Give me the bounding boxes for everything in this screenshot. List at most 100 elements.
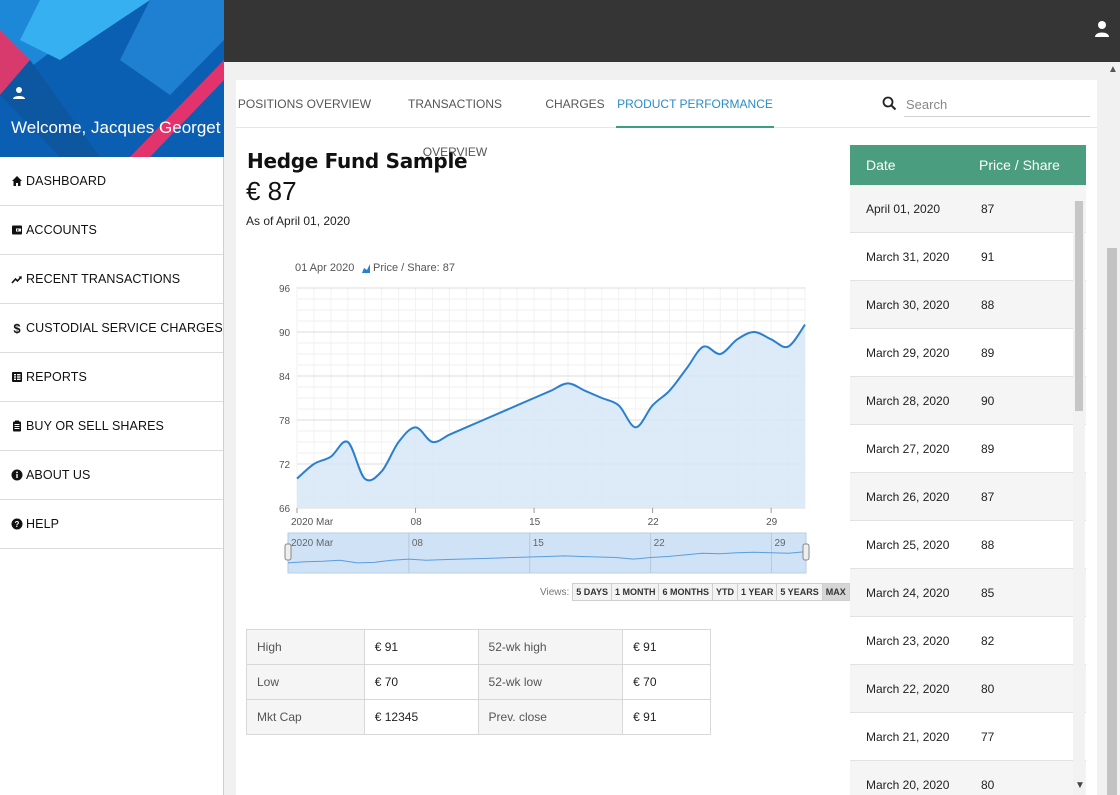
stat-label: Prev. close (477, 699, 624, 735)
view-max-button[interactable]: MAX (821, 583, 850, 601)
nav-recent-transactions[interactable]: RECENT TRANSACTIONS (0, 255, 223, 304)
column-header-price: Price / Share (979, 157, 1060, 173)
scroll-down-icon[interactable]: ▼ (1075, 780, 1085, 791)
stat-value: € 91 (622, 699, 711, 735)
table-scroll-thumb[interactable] (1075, 201, 1083, 411)
table-row: March 28, 2020 90 (850, 377, 1086, 425)
view-5-years-button[interactable]: 5 YEARS (776, 583, 823, 601)
sidebar-header: Welcome, Jacques Georget (0, 0, 224, 157)
table-scrollbar[interactable]: ▼ (1073, 201, 1085, 795)
row-price: 88 (981, 538, 995, 552)
stat-value: € 91 (363, 629, 479, 665)
x-tick-label: 15 (529, 517, 541, 528)
row-date: March 20, 2020 (866, 778, 950, 792)
nav-label: REPORTS (26, 370, 87, 384)
row-price: 90 (981, 394, 995, 408)
row-date: March 24, 2020 (866, 586, 950, 600)
stat-value: € 12345 (363, 699, 479, 735)
page-scrollbar[interactable]: ▲ (1104, 62, 1120, 795)
views-label: Views: (540, 586, 570, 598)
navigator-tick-label: 22 (654, 538, 666, 549)
view-ytd-button[interactable]: YTD (711, 583, 738, 601)
row-price: 82 (981, 634, 995, 648)
y-tick-label: 78 (279, 416, 291, 427)
y-tick-label: 96 (279, 284, 291, 295)
view-1-month-button[interactable]: 1 MONTH (610, 583, 660, 601)
nav-help[interactable]: ? HELP (0, 500, 223, 549)
row-price: 91 (981, 250, 995, 264)
view-5-days-button[interactable]: 5 DAYS (572, 583, 612, 601)
top-bar (224, 0, 1120, 62)
row-price: 87 (981, 490, 995, 504)
table-body: April 01, 2020 87 March 31, 2020 91 March 30… (850, 185, 1086, 795)
stats-table: High € 91 52-wk high € 91 Low € 70 52-wk… (246, 629, 711, 735)
svg-text:?: ? (15, 520, 20, 529)
series-line (296, 324, 806, 482)
navigator-left-handle[interactable] (284, 543, 292, 561)
search-icon[interactable] (882, 96, 897, 111)
nav-accounts[interactable]: ACCOUNTS (0, 206, 223, 255)
price-history-table: Date Price / Share April 01, 2020 87 March… (850, 145, 1086, 795)
y-tick-label: 90 (279, 328, 291, 339)
header-banner-graphic (0, 0, 224, 157)
nav-buy-or-sell-shares[interactable]: BUY OR SELL SHARES (0, 402, 223, 451)
x-tick-label: 2020 Mar (291, 517, 334, 528)
y-tick-label: 66 (279, 504, 291, 515)
clipboard-icon (10, 419, 24, 433)
stat-label: Mkt Cap (246, 699, 365, 735)
table-header: Date Price / Share (850, 145, 1086, 185)
stat-label: High (246, 629, 365, 665)
nav-label: DASHBOARD (26, 174, 107, 188)
stat-value: € 91 (622, 629, 711, 665)
x-tick-label: 22 (648, 517, 660, 528)
tab-product-performance[interactable]: PRODUCT PERFORMANCE (616, 80, 774, 128)
row-price: 80 (981, 682, 995, 696)
view-6-months-button[interactable]: 6 MONTHS (658, 583, 713, 601)
navigator-tick-label: 15 (533, 538, 545, 549)
nav-label: CUSTODIAL SERVICE CHARGES (26, 321, 223, 335)
y-tick-label: 84 (279, 372, 291, 383)
table-row: March 22, 2020 80 (850, 665, 1086, 713)
stat-label: Low (246, 664, 365, 700)
tooltip-value: Price / Share: 87 (373, 262, 455, 274)
view-1-year-button[interactable]: 1 YEAR (736, 583, 778, 601)
scroll-up-icon[interactable]: ▲ (1108, 64, 1118, 75)
row-price: 87 (981, 202, 995, 216)
table-row: March 29, 2020 89 (850, 329, 1086, 377)
row-price: 80 (981, 778, 995, 792)
table-row: High € 91 52-wk high € 91 (246, 629, 711, 665)
tab-transactions-overview[interactable]: TRANSACTIONS OVERVIEW (407, 97, 502, 159)
performance-chart[interactable]: 01 Apr 2020 Price / Share: 87 66 72 78 84 90… (256, 250, 816, 580)
row-date: March 29, 2020 (866, 346, 950, 360)
navigator-line (287, 551, 807, 564)
row-price: 89 (981, 442, 995, 456)
account-icon[interactable] (1094, 20, 1110, 38)
report-icon (10, 370, 24, 384)
row-date: March 30, 2020 (866, 298, 950, 312)
range-selector: Views: 5 DAYS 1 MONTH 6 MONTHS YTD 1 YEA… (540, 582, 850, 602)
navigator-tick-label: 08 (412, 538, 424, 549)
page-scroll-thumb[interactable] (1107, 248, 1117, 795)
row-date: April 01, 2020 (866, 202, 941, 216)
chart-tooltip: 01 Apr 2020 Price / Share: 87 (295, 262, 455, 274)
stat-value: € 70 (622, 664, 711, 700)
stat-label: 52-wk high (477, 629, 624, 665)
nav-about-us[interactable]: ABOUT US (0, 451, 223, 500)
row-date: March 27, 2020 (866, 442, 950, 456)
row-date: March 22, 2020 (866, 682, 950, 696)
range-navigator[interactable]: 2020 Mar 08 15 22 29 (284, 532, 810, 574)
navigator-right-handle[interactable] (802, 543, 810, 561)
nav-label: BUY OR SELL SHARES (26, 419, 164, 433)
nav-custodial-service-charges[interactable]: $ CUSTODIAL SERVICE CHARGES (0, 304, 223, 353)
help-icon: ? (10, 517, 24, 531)
tab-positions-overview[interactable]: POSITIONS OVERVIEW (237, 97, 372, 111)
tab-charges[interactable]: CHARGES (545, 97, 605, 111)
nav-label: HELP (26, 517, 60, 531)
nav-reports[interactable]: REPORTS (0, 353, 223, 402)
nav-dashboard[interactable]: DASHBOARD (0, 157, 223, 206)
x-tick-label: 08 (411, 517, 423, 528)
table-row: Mkt Cap € 12345 Prev. close € 91 (246, 699, 711, 735)
search-input[interactable] (904, 92, 1090, 117)
table-row: March 27, 2020 89 (850, 425, 1086, 473)
table-row: March 26, 2020 87 (850, 473, 1086, 521)
